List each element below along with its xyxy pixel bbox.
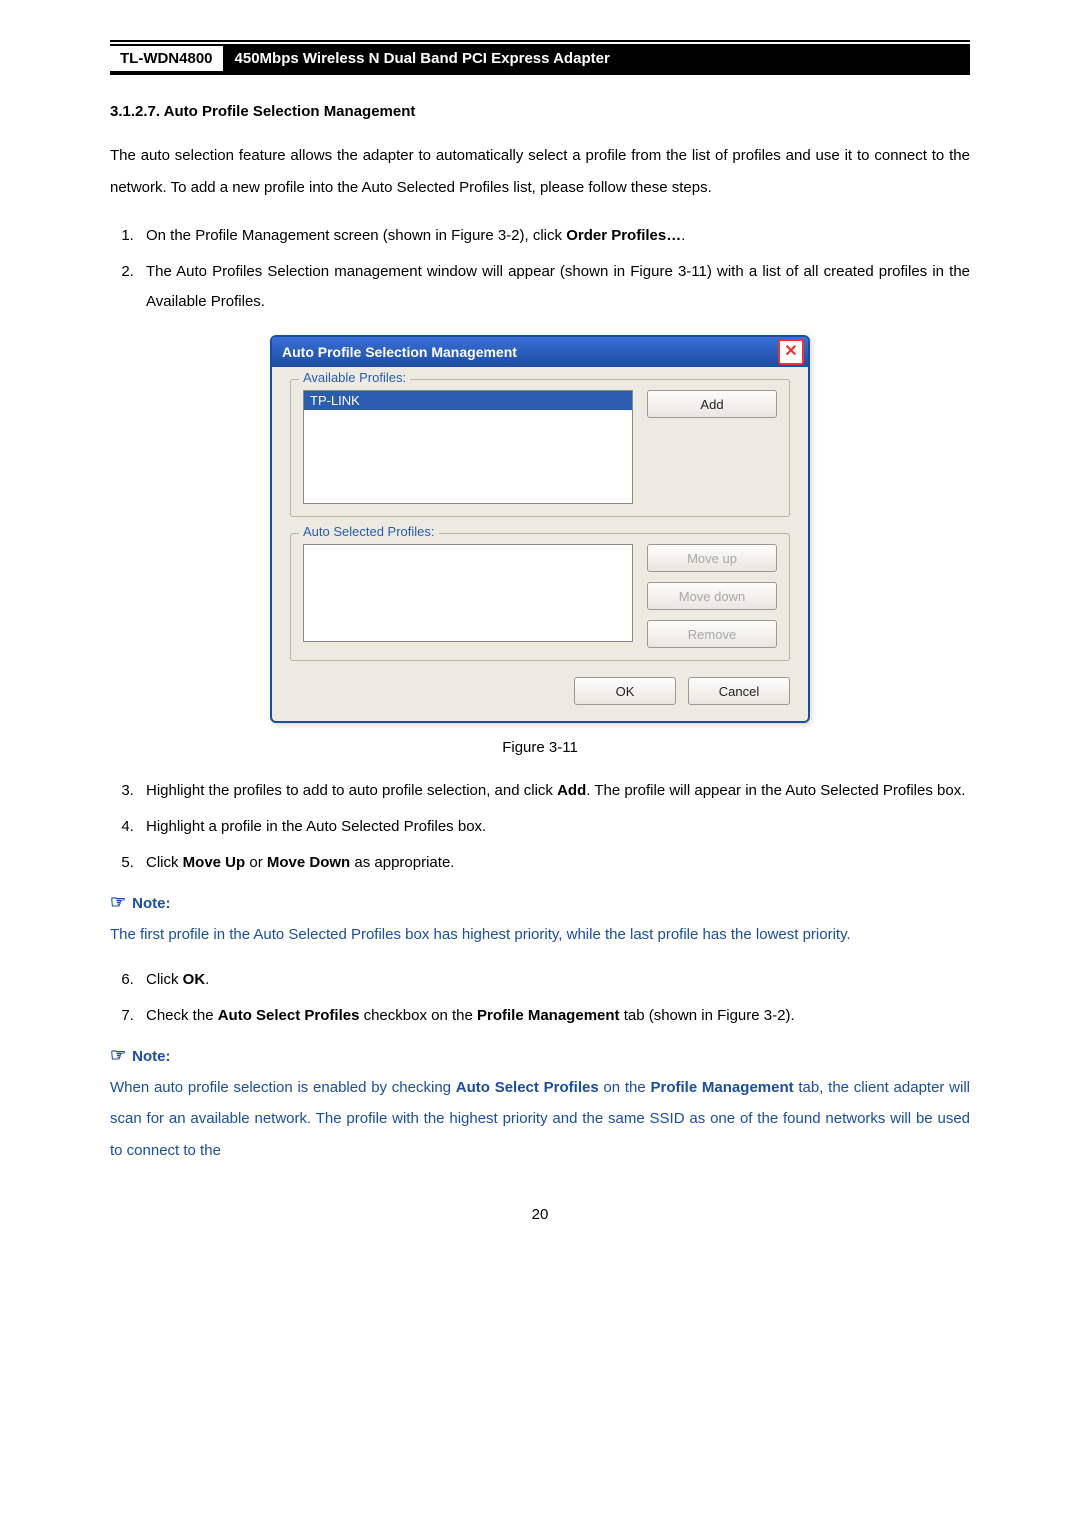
- note-heading-1: ☞Note:: [110, 892, 970, 913]
- steps-list-b: Highlight the profiles to add to auto pr…: [110, 776, 970, 878]
- auto-selected-profiles-fieldset: Auto Selected Profiles: Move up Move dow…: [290, 533, 790, 661]
- dialog-body: Available Profiles: TP-LINK Add Auto Sel…: [272, 367, 808, 721]
- dialog-titlebar: Auto Profile Selection Management ✕: [272, 337, 808, 367]
- steps-list-c: Click OK. Check the Auto Select Profiles…: [110, 965, 970, 1031]
- document-page: TL-WDN4800 450Mbps Wireless N Dual Band …: [0, 0, 1080, 1283]
- close-icon: ✕: [784, 344, 797, 360]
- section-title: Auto Profile Selection Management: [164, 103, 416, 120]
- available-profiles-label: Available Profiles:: [299, 370, 410, 385]
- available-profiles-fieldset: Available Profiles: TP-LINK Add: [290, 379, 790, 517]
- note-body-2: When auto profile selection is enabled b…: [110, 1072, 970, 1167]
- product-model: TL-WDN4800: [110, 46, 223, 71]
- remove-button[interactable]: Remove: [647, 620, 777, 648]
- auto-selected-profiles-label: Auto Selected Profiles:: [299, 524, 439, 539]
- available-profiles-listbox[interactable]: TP-LINK: [303, 390, 633, 504]
- product-title: 450Mbps Wireless N Dual Band PCI Express…: [223, 46, 970, 71]
- header-rule: [110, 40, 970, 42]
- step-4: Highlight a profile in the Auto Selected…: [138, 812, 970, 842]
- auto-selected-profiles-listbox[interactable]: [303, 544, 633, 642]
- note-heading-2: ☞Note:: [110, 1045, 970, 1066]
- step-5: Click Move Up or Move Down as appropriat…: [138, 848, 970, 878]
- cancel-button[interactable]: Cancel: [688, 677, 790, 705]
- page-number: 20: [110, 1206, 970, 1223]
- move-up-button[interactable]: Move up: [647, 544, 777, 572]
- steps-list-a: On the Profile Management screen (shown …: [110, 221, 970, 317]
- note-body-1: The first profile in the Auto Selected P…: [110, 919, 970, 951]
- close-button[interactable]: ✕: [778, 339, 804, 365]
- pointing-hand-icon: ☞: [110, 1045, 126, 1065]
- page-header: TL-WDN4800 450Mbps Wireless N Dual Band …: [110, 44, 970, 75]
- ok-button[interactable]: OK: [574, 677, 676, 705]
- step-2: The Auto Profiles Selection management w…: [138, 257, 970, 317]
- step-7: Check the Auto Select Profiles checkbox …: [138, 1001, 970, 1031]
- figure-caption: Figure 3-11: [110, 739, 970, 756]
- section-number: 3.1.2.7.: [110, 103, 160, 120]
- pointing-hand-icon: ☞: [110, 892, 126, 912]
- step-3: Highlight the profiles to add to auto pr…: [138, 776, 970, 806]
- dialog-title: Auto Profile Selection Management: [282, 344, 517, 360]
- dialog-footer: OK Cancel: [290, 677, 790, 705]
- figure-3-11: Auto Profile Selection Management ✕ Avai…: [270, 335, 810, 723]
- step-1: On the Profile Management screen (shown …: [138, 221, 970, 251]
- add-button[interactable]: Add: [647, 390, 777, 418]
- intro-paragraph: The auto selection feature allows the ad…: [110, 140, 970, 203]
- list-item[interactable]: TP-LINK: [304, 391, 632, 410]
- step-6: Click OK.: [138, 965, 970, 995]
- section-heading: 3.1.2.7. Auto Profile Selection Manageme…: [110, 103, 970, 120]
- auto-profile-dialog: Auto Profile Selection Management ✕ Avai…: [270, 335, 810, 723]
- move-down-button[interactable]: Move down: [647, 582, 777, 610]
